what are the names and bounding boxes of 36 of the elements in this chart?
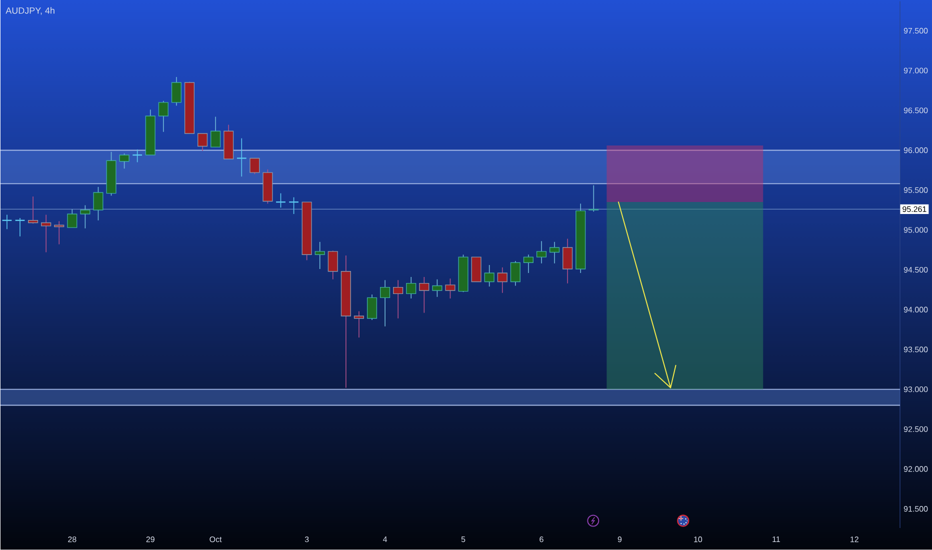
candlestick <box>210 116 221 148</box>
candlestick <box>41 214 52 253</box>
candlestick <box>314 242 325 270</box>
candlestick <box>523 254 534 274</box>
candlestick <box>93 186 104 221</box>
candlestick <box>197 133 208 152</box>
candlestick <box>275 193 286 208</box>
candlestick <box>562 238 573 284</box>
candlestick <box>158 100 168 132</box>
candlestick <box>328 250 338 280</box>
candlestick <box>497 267 508 294</box>
candlestick <box>119 153 130 170</box>
candlestick <box>132 149 143 163</box>
candlestick <box>445 278 456 299</box>
candlestick <box>171 76 182 106</box>
candlestick <box>536 240 547 264</box>
candlestick <box>250 158 260 175</box>
candlestick <box>236 138 247 178</box>
candlestick <box>288 196 300 215</box>
candlestick <box>588 185 599 212</box>
candlestick <box>28 196 38 224</box>
candlestick <box>67 208 78 228</box>
chart-title: AUDJPY, 4h <box>6 7 54 15</box>
candlestick <box>419 276 430 314</box>
candlestick <box>366 294 378 321</box>
candlestick <box>432 279 442 298</box>
candlestick <box>510 260 520 286</box>
candlestick <box>14 218 26 237</box>
candlestick <box>484 264 494 288</box>
candlestick <box>354 310 364 338</box>
candlestick <box>549 242 560 264</box>
candlestick <box>380 280 390 327</box>
candlestick <box>393 280 404 319</box>
candlestick <box>2 214 12 230</box>
candlestick <box>80 204 90 229</box>
candlestick <box>406 276 416 299</box>
